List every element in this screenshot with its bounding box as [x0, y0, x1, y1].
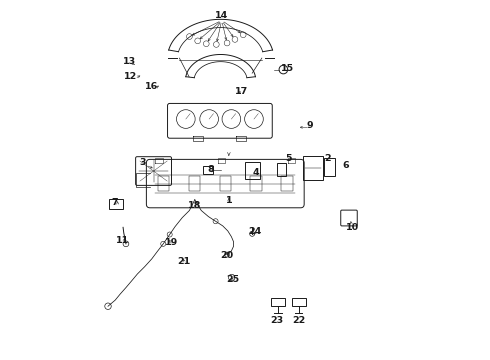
Bar: [220, 176, 231, 191]
Bar: [203, 166, 214, 174]
Bar: [250, 176, 262, 191]
Text: 21: 21: [177, 257, 191, 266]
Text: 17: 17: [235, 86, 248, 95]
Text: 6: 6: [342, 161, 349, 170]
Bar: [281, 176, 293, 191]
Text: 4: 4: [252, 168, 259, 177]
Bar: [292, 298, 306, 306]
Text: 5: 5: [285, 154, 291, 163]
Bar: [324, 158, 335, 176]
Text: 1: 1: [225, 196, 232, 205]
Text: 10: 10: [346, 223, 359, 232]
Text: 13: 13: [123, 57, 136, 66]
Bar: [109, 199, 123, 210]
Bar: [189, 176, 200, 191]
Bar: [277, 163, 286, 176]
Text: 3: 3: [140, 158, 146, 167]
Bar: [158, 176, 170, 191]
Text: 12: 12: [124, 72, 138, 81]
Text: 23: 23: [270, 316, 284, 325]
Text: 7: 7: [112, 198, 119, 207]
Text: 8: 8: [208, 165, 214, 174]
Text: 16: 16: [145, 82, 158, 91]
Bar: [303, 156, 323, 180]
Text: 22: 22: [292, 316, 305, 325]
Text: 2: 2: [324, 154, 331, 163]
Text: 19: 19: [165, 238, 178, 247]
Text: 24: 24: [248, 228, 262, 237]
Text: 9: 9: [307, 121, 314, 130]
Text: 14: 14: [215, 11, 228, 20]
Text: 20: 20: [220, 251, 234, 260]
Bar: [271, 298, 285, 306]
Text: 11: 11: [116, 237, 129, 246]
Text: 25: 25: [226, 275, 239, 284]
Text: 18: 18: [188, 201, 201, 210]
Bar: [245, 162, 260, 179]
Text: 15: 15: [281, 64, 294, 73]
